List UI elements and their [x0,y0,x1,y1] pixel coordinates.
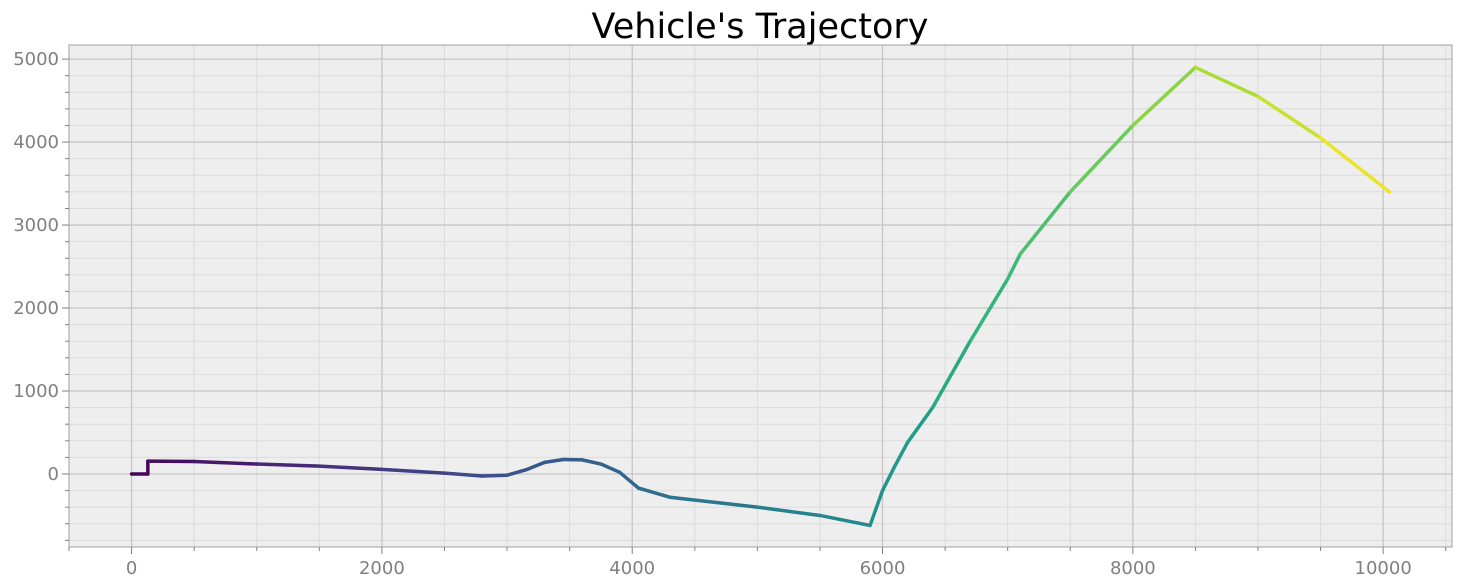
plot-border [68,44,1453,548]
y-tick-label: 0 [48,464,59,485]
trajectory-segment [755,505,822,518]
trajectory-segment [905,405,935,445]
y-tick-label: 5000 [13,49,59,70]
y-tick-label: 3000 [13,215,59,236]
trajectory-segment [930,339,972,410]
x-axis: 0 2000 4000 6000 8000 10000 [68,547,1447,579]
y-tick-label: 1000 [13,381,59,402]
trajectory-segment [617,470,641,490]
y-tick-label: 2000 [13,298,59,319]
trajectory-segment [254,462,322,468]
trajectory-segment [1193,65,1260,99]
trajectory-segment [442,471,484,478]
trajectory-segment [317,464,384,472]
x-tick-label: 6000 [860,558,906,579]
y-axis: 0 1000 2000 3000 4000 5000 [13,49,69,541]
y-tick-label: 4000 [13,132,59,153]
trajectory-segment [818,513,872,528]
trajectory-segment [893,440,910,468]
x-tick-label: 4000 [609,558,655,579]
trajectory-segment [192,459,259,466]
trajectory-segment [968,277,1010,343]
trajectory-segment [636,486,672,499]
trajectory-segment [868,488,885,528]
trajectory-segment [1318,136,1392,194]
trajectory-segment [505,468,528,477]
trajectory-segment [542,457,566,465]
trajectory-segment [1018,190,1073,256]
trajectory-segment [880,463,897,493]
major-grid [69,45,1452,547]
x-tick-label: 8000 [1110,558,1156,579]
trajectory-segment [599,462,622,475]
trajectory-segment [668,495,760,509]
x-tick-label: 10000 [1355,558,1412,579]
trajectory-line [129,65,1392,528]
chart-title: Vehicle's Trajectory [592,7,929,47]
trajectory-segment [480,473,509,478]
trajectory-segment [580,458,603,466]
minor-grid [68,45,1452,547]
trajectory-segment [1068,123,1135,194]
plot-area [69,45,1452,547]
trajectory-segment [1005,252,1022,281]
x-tick-label: 0 [126,558,137,579]
trajectory-segment [1256,94,1323,140]
x-tick-label: 2000 [359,558,405,579]
trajectory-segment [380,467,447,475]
trajectory-segment [524,460,547,472]
trajectory-segment [1131,65,1198,128]
